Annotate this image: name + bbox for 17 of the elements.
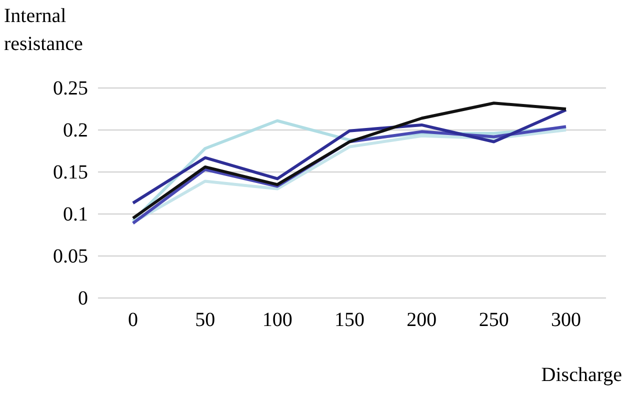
x-axis-title: Discharge bbox=[541, 364, 622, 386]
x-tick-label: 300 bbox=[551, 309, 581, 332]
x-tick-label: 50 bbox=[195, 309, 216, 332]
x-tick-label: 250 bbox=[478, 309, 509, 332]
line-series bbox=[132, 108, 568, 205]
y-tick-label: 0.25 bbox=[53, 77, 88, 100]
y-tick-label: 0.1 bbox=[63, 203, 88, 226]
y-tick-label: 0.2 bbox=[63, 119, 88, 142]
y-tick-label: 0 bbox=[78, 287, 88, 310]
line-series bbox=[132, 102, 568, 220]
x-tick-label: 100 bbox=[262, 309, 292, 332]
y-tick-label: 0.05 bbox=[53, 245, 88, 268]
y-tick-label: 0.15 bbox=[53, 161, 88, 184]
y-axis-title: Internal resistance bbox=[4, 5, 83, 55]
x-tick-label: 150 bbox=[334, 309, 364, 332]
x-tick-label: 200 bbox=[406, 309, 437, 332]
x-tick-label: 0 bbox=[128, 309, 138, 332]
